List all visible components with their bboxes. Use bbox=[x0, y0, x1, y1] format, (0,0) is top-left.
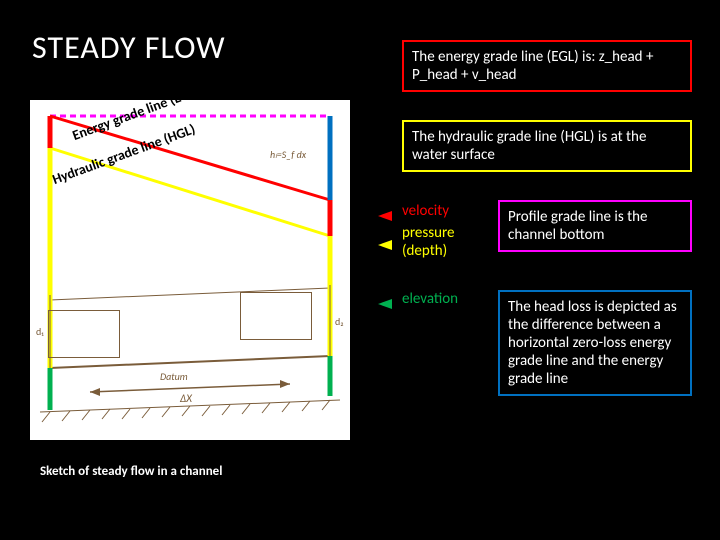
svg-text:hₗ=S_f dx: hₗ=S_f dx bbox=[270, 148, 307, 161]
diagram-panel: ΔX hₗ=S_f dx d₁ d₂ Datum Energy grade li… bbox=[30, 100, 350, 440]
info-box-hgl: The hydraulic grade line (HGL) is at the… bbox=[402, 120, 692, 172]
diagram-caption: Sketch of steady flow in a channel bbox=[40, 464, 222, 479]
label-elevation: elevation bbox=[402, 290, 458, 308]
arrow-elevation bbox=[378, 299, 392, 309]
sketch-flow-right bbox=[240, 292, 312, 340]
arrow-velocity bbox=[378, 211, 392, 221]
arrow-pressure bbox=[378, 240, 392, 250]
svg-text:d₂: d₂ bbox=[335, 315, 344, 328]
svg-text:d₁: d₁ bbox=[36, 325, 44, 338]
info-box-egl: The energy grade line (EGL) is: z_head +… bbox=[402, 40, 692, 92]
label-velocity: velocity bbox=[402, 202, 449, 220]
sketch-flow-left bbox=[48, 310, 120, 358]
svg-text:Datum: Datum bbox=[160, 370, 188, 383]
label-depth: (depth) bbox=[402, 242, 447, 260]
page-title: STEADY FLOW bbox=[32, 28, 226, 67]
label-pressure: pressure bbox=[402, 224, 455, 242]
svg-text:ΔX: ΔX bbox=[179, 392, 193, 405]
info-box-profile: Profile grade line is the channel bottom bbox=[498, 200, 692, 252]
info-box-headloss: The head loss is depicted as the differe… bbox=[498, 290, 692, 396]
diagram-svg: ΔX hₗ=S_f dx d₁ d₂ Datum bbox=[30, 100, 350, 440]
